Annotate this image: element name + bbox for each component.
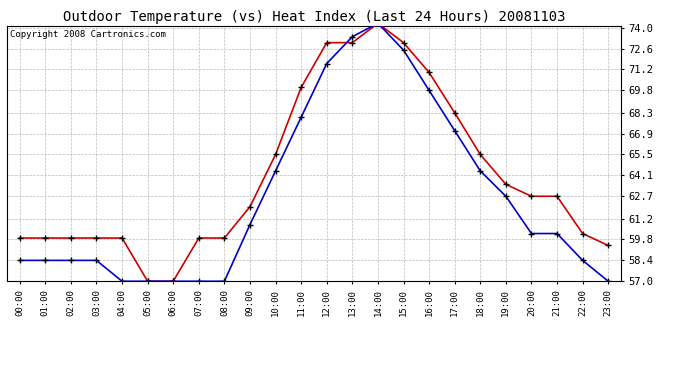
Title: Outdoor Temperature (vs) Heat Index (Last 24 Hours) 20081103: Outdoor Temperature (vs) Heat Index (Las…: [63, 10, 565, 24]
Text: Copyright 2008 Cartronics.com: Copyright 2008 Cartronics.com: [10, 30, 166, 39]
